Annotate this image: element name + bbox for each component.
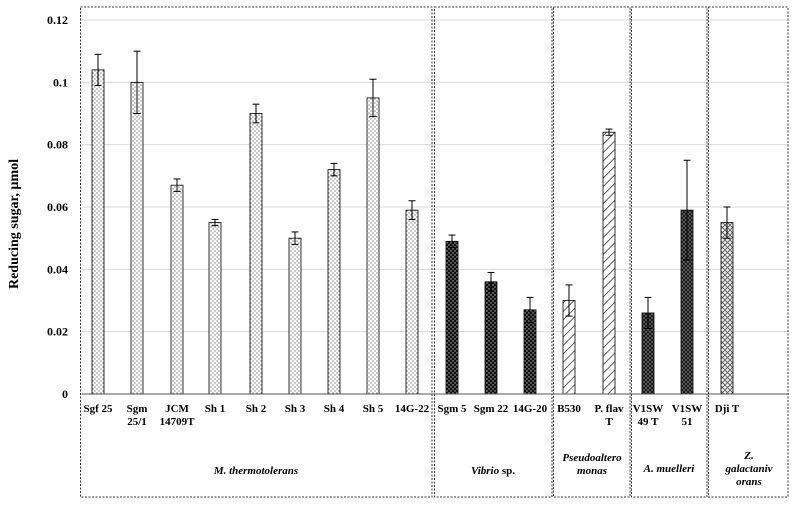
group-labels: M. thermotolerans Vibrio sp. Pseudoaltero m… [213, 450, 773, 488]
bar [484, 281, 498, 395]
category-label: Sh 3 [285, 403, 306, 415]
category-label: Sh 5 [363, 403, 384, 415]
bar [405, 209, 419, 395]
category-label: Sgf 25 [83, 403, 113, 415]
y-tick-label: 0.06 [47, 200, 68, 214]
group-label: Z. galactaniv orans [724, 450, 772, 488]
category-label: Dji T [715, 403, 740, 415]
category-label: 14G-20 [513, 403, 548, 415]
category-label: 14G-22 [395, 403, 430, 415]
group-label: Pseudoaltero monas [562, 452, 622, 477]
y-tick-label: 0.02 [47, 325, 68, 339]
y-tick-label: 0 [62, 387, 68, 401]
y-tick-labels: 0 0.02 0.04 0.06 0.08 0.1 0.12 [47, 13, 68, 401]
category-label: JCM 14709T [160, 403, 196, 428]
bar [327, 169, 341, 395]
bar [288, 237, 302, 395]
error-bars [94, 50, 731, 330]
bar [170, 184, 184, 395]
bar [445, 240, 459, 395]
bar [208, 222, 222, 395]
group-box [434, 6, 553, 498]
group-label: M. thermotolerans [213, 465, 298, 477]
category-label: B530 [557, 403, 581, 415]
group-label: Vibrio sp. [471, 465, 515, 477]
category-labels: Sgf 25 Sgm 25/1 JCM 14709T Sh 1 Sh 2 Sh 3 Sh 4 Sh… [83, 403, 739, 428]
category-label: Sh 4 [324, 403, 345, 415]
y-axis-label: Reducing sugar, µmol [7, 159, 22, 289]
category-label: Sgm 22 [474, 403, 509, 415]
gridlines [82, 19, 789, 333]
bar [602, 131, 616, 395]
bar [720, 222, 734, 395]
group-box [553, 6, 631, 498]
category-label: Sgm 5 [437, 403, 467, 415]
category-label: Sgm 25/1 [127, 403, 148, 428]
category-label: P. flav T [595, 403, 624, 428]
group-label: A. muelleri [643, 463, 696, 475]
group-box [708, 6, 789, 498]
category-label: V1SW 51 [672, 403, 703, 428]
category-label: V1SW 49 T [633, 403, 664, 428]
category-label: Sh 2 [246, 403, 267, 415]
group-box [80, 6, 433, 498]
bar [249, 113, 263, 395]
y-tick-label: 0.08 [47, 138, 68, 152]
category-label: Sh 1 [205, 403, 226, 415]
y-tick-label: 0.04 [47, 262, 68, 276]
y-tick-label: 0.1 [53, 75, 68, 89]
bar [366, 97, 380, 395]
bar [91, 69, 105, 395]
bar [130, 81, 144, 395]
group-box [631, 6, 708, 498]
group-boxes [80, 6, 789, 498]
y-tick-label: 0.12 [47, 13, 68, 27]
bars [91, 69, 734, 395]
